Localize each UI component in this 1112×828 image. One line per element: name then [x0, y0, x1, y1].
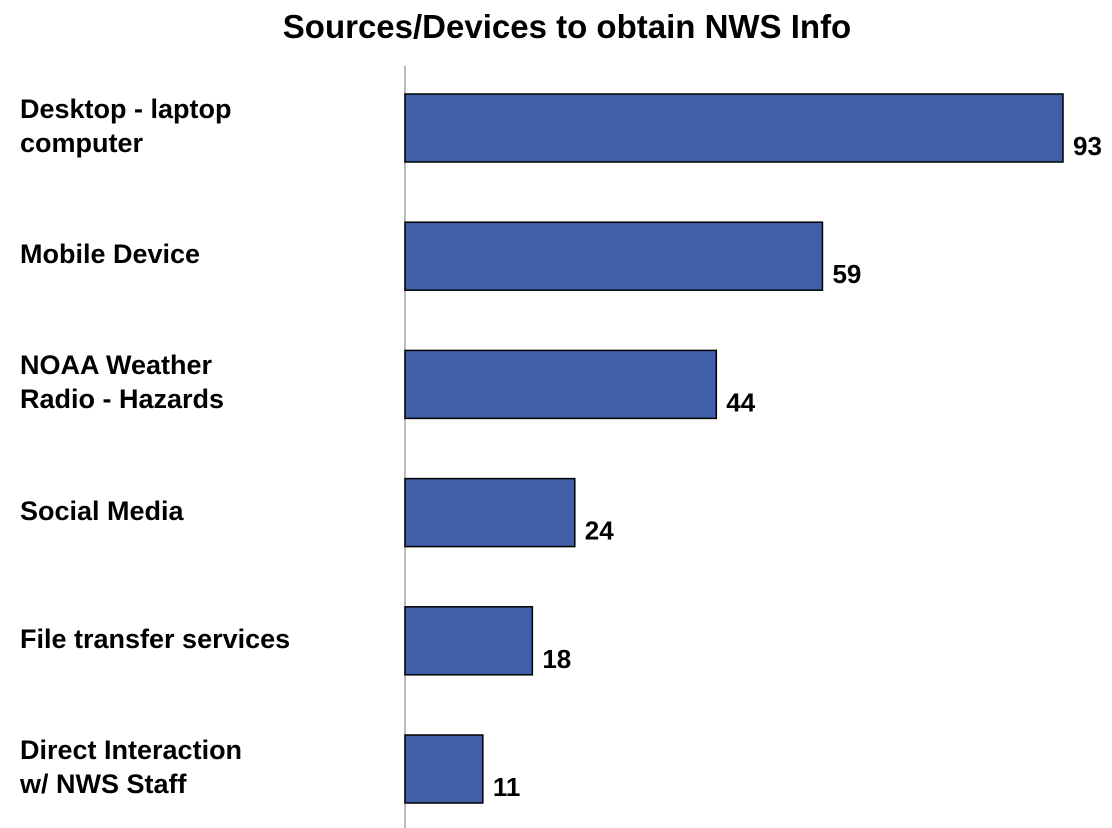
category-label-0: Desktop - laptop computer [20, 94, 232, 158]
data-label-0: 93 [1073, 131, 1102, 161]
category-label-2: NOAA Weather Radio - Hazards [20, 350, 225, 415]
bar-5 [404, 734, 484, 804]
data-label-3: 24 [585, 516, 614, 546]
bar-2 [404, 349, 718, 420]
data-label-2: 44 [726, 387, 755, 417]
category-label-1: Mobile Device [20, 239, 201, 270]
category-label-5: Direct Interaction w/ NWS Staff [20, 735, 243, 799]
bar-4 [404, 606, 534, 676]
bar-3 [404, 477, 576, 548]
data-label-5: 11 [493, 772, 521, 802]
data-label-4: 18 [542, 644, 571, 674]
category-label-4: File transfer services [20, 623, 291, 654]
category-label-3: Social Media [20, 495, 184, 526]
data-label-1: 59 [832, 259, 861, 289]
bar-1 [404, 221, 824, 291]
chart-title: Sources/Devices to obtain NWS Info [282, 8, 852, 45]
bar-0 [404, 93, 1064, 163]
